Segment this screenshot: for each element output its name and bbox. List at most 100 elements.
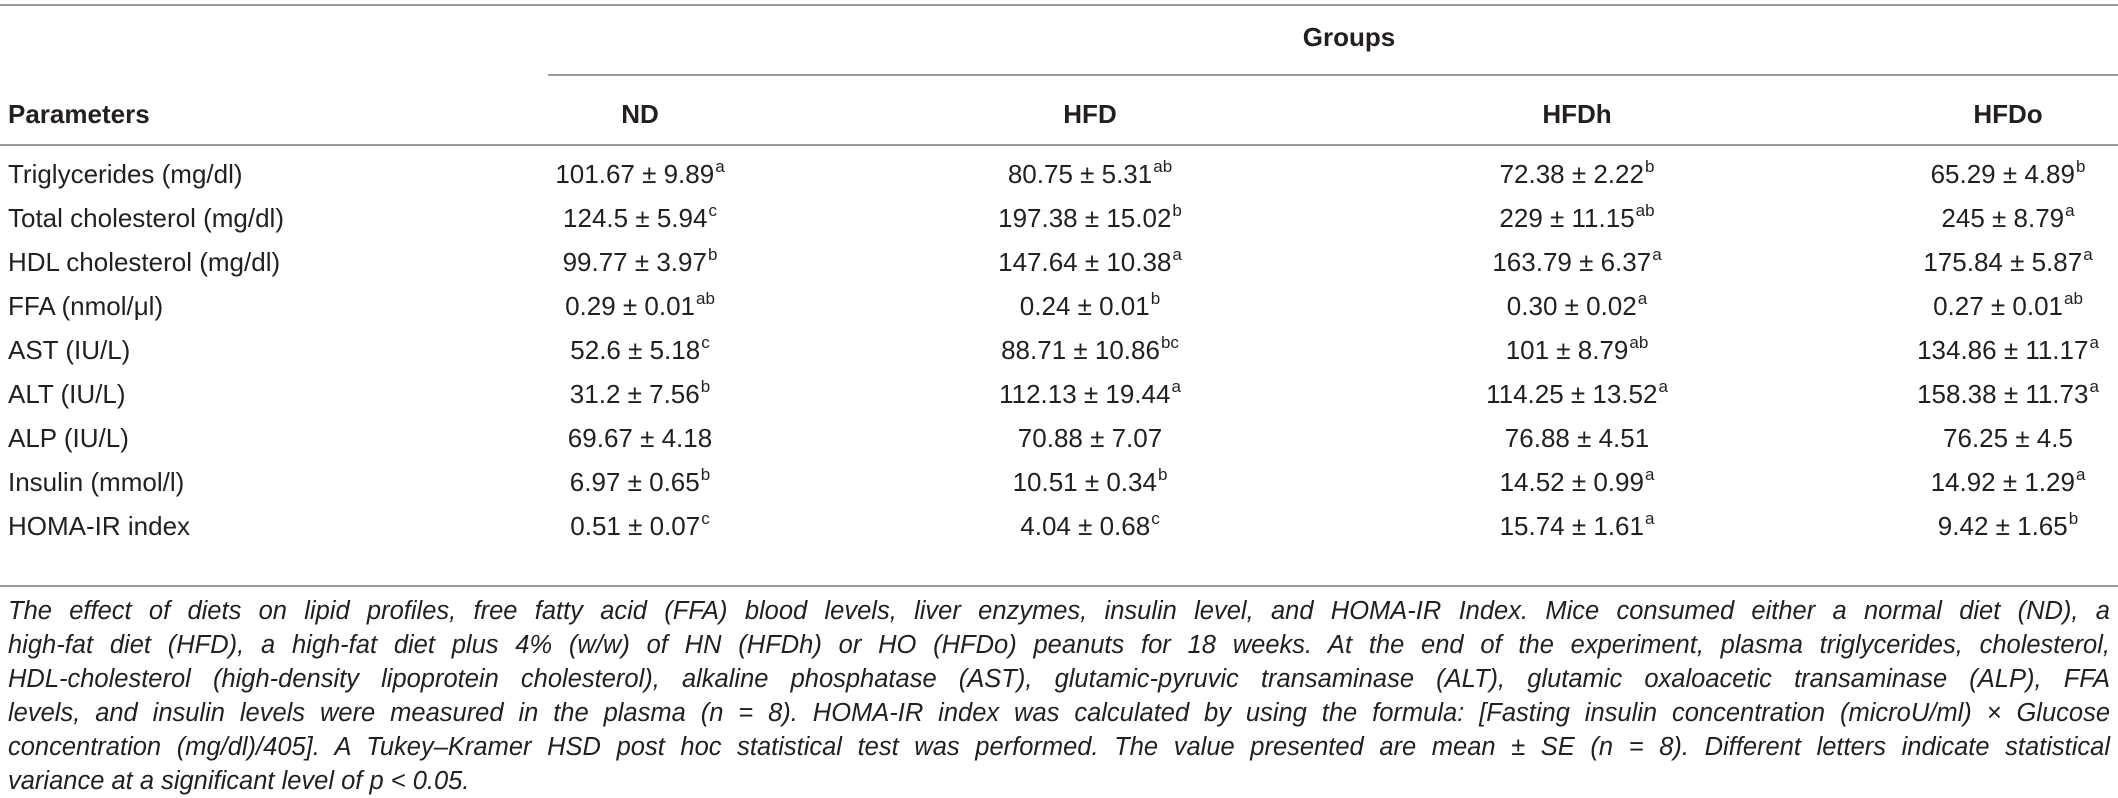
- cell-value: 101.67 ± 9.89: [555, 159, 715, 189]
- cell-value: 76.25 ± 4.5: [1943, 423, 2073, 453]
- col-header-hfdo: HFDo: [1973, 99, 2043, 129]
- row-label: HDL cholesterol (mg/dl): [8, 247, 281, 277]
- significance-letter: a: [1171, 377, 1181, 396]
- col-header-hfdh: HFDh: [1542, 99, 1612, 129]
- group-header: Groups: [1302, 22, 1396, 52]
- cell-value: 229 ± 11.15: [1499, 203, 1635, 233]
- row-label: HOMA-IR index: [8, 511, 191, 541]
- table-cell: 101.67 ± 9.89a: [555, 157, 725, 193]
- cell-value: 70.88 ± 7.07: [1017, 423, 1163, 453]
- table-cell: 70.88 ± 7.07: [1018, 423, 1162, 453]
- significance-letter: ab: [696, 289, 715, 308]
- header-rule: [0, 144, 2118, 146]
- group-rule: [548, 74, 2118, 76]
- cell-value: 14.92 ± 1.29: [1930, 467, 2075, 497]
- cell-value: 134.86 ± 11.17: [1917, 335, 2089, 365]
- table-cell: 52.6 ± 5.18c: [570, 333, 710, 369]
- significance-letter: a: [1172, 245, 1182, 264]
- col-header-hfd: HFD: [1063, 99, 1117, 129]
- top-rule: [0, 4, 2118, 6]
- cell-value: 101 ± 8.79: [1505, 335, 1629, 365]
- table-cell: 229 ± 11.15ab: [1499, 201, 1655, 237]
- cell-value: 88.71 ± 10.86: [1001, 335, 1160, 365]
- significance-letter: b: [707, 245, 718, 264]
- cell-value: 163.79 ± 6.37: [1492, 247, 1652, 277]
- caption-line: The effect of diets on lipid profiles, f…: [8, 597, 2110, 625]
- table-cell: 65.29 ± 4.89b: [1930, 157, 2086, 193]
- caption-line: variance at a significant level of p < 0…: [8, 767, 470, 795]
- table-cell: 99.77 ± 3.97b: [562, 245, 718, 281]
- table-cell: 147.64 ± 10.38a: [998, 245, 1182, 281]
- table-cell: 76.25 ± 4.5: [1943, 423, 2073, 453]
- significance-letter: bc: [1160, 333, 1179, 352]
- table-cell: 72.38 ± 2.22b: [1499, 157, 1655, 193]
- cell-value: 0.27 ± 0.01: [1933, 291, 2064, 321]
- table-cell: 76.88 ± 4.51: [1505, 423, 1649, 453]
- significance-letter: b: [1150, 289, 1161, 308]
- cell-value: 245 ± 8.79: [1941, 203, 2065, 233]
- significance-letter: c: [701, 509, 710, 528]
- significance-letter: ab: [1629, 333, 1649, 352]
- significance-letter: a: [2065, 201, 2075, 220]
- cell-value: 72.38 ± 2.22: [1499, 159, 1644, 189]
- table-cell: 197.38 ± 15.02b: [998, 201, 1182, 237]
- significance-letter: ab: [1635, 201, 1655, 220]
- significance-letter: b: [1644, 157, 1655, 176]
- significance-letter: b: [2075, 157, 2086, 176]
- significance-letter: a: [1652, 245, 1662, 264]
- significance-letter: c: [701, 333, 710, 352]
- table-cell: 124.5 ± 5.94c: [563, 201, 717, 237]
- caption-line: concentration (mg/dl)/405]. A Tukey–Kram…: [8, 733, 2110, 761]
- table-cell: 0.51 ± 0.07c: [570, 509, 710, 545]
- cell-value: 175.84 ± 5.87: [1923, 247, 2083, 277]
- table-cell: 9.42 ± 1.65b: [1937, 509, 2079, 545]
- significance-letter: c: [708, 201, 717, 220]
- significance-letter: a: [1637, 289, 1648, 308]
- row-label: ALT (IU/L): [8, 379, 126, 409]
- table-cell: 163.79 ± 6.37a: [1492, 245, 1662, 281]
- significance-letter: ab: [1153, 157, 1173, 176]
- significance-letter: b: [1157, 465, 1168, 484]
- table-cell: 69.67 ± 4.18: [568, 423, 712, 453]
- significance-letter: a: [2089, 377, 2099, 396]
- table-cell: 101 ± 8.79ab: [1505, 333, 1649, 369]
- cell-value: 0.30 ± 0.02: [1506, 291, 1637, 321]
- table-caption: The effect of diets on lipid profiles, f…: [8, 594, 2110, 798]
- bottom-rule: [0, 585, 2118, 587]
- row-label: AST (IU/L): [8, 335, 131, 365]
- significance-letter: a: [1644, 509, 1655, 528]
- table-cell: 0.27 ± 0.01ab: [1933, 289, 2083, 325]
- cell-value: 10.51 ± 0.34: [1012, 467, 1157, 497]
- table-cell: 0.30 ± 0.02a: [1506, 289, 1648, 325]
- cell-value: 9.42 ± 1.65: [1937, 511, 2068, 541]
- cell-value: 31.2 ± 7.56: [569, 379, 700, 409]
- table-cell: 134.86 ± 11.17a: [1917, 333, 2099, 369]
- caption-line: HDL-cholesterol (high-density lipoprotei…: [8, 665, 2110, 693]
- significance-letter: a: [715, 157, 725, 176]
- significance-letter: a: [1644, 465, 1655, 484]
- row-label: ALP (IU/L): [8, 423, 129, 453]
- cell-value: 15.74 ± 1.61: [1499, 511, 1644, 541]
- caption-line: levels, and insulin levels were measured…: [8, 699, 2110, 727]
- row-label: Total cholesterol (mg/dl): [8, 203, 284, 233]
- cell-value: 6.97 ± 0.65: [569, 467, 700, 497]
- table-cell: 245 ± 8.79a: [1941, 201, 2075, 237]
- table-cell: 31.2 ± 7.56b: [569, 377, 710, 413]
- cell-value: 99.77 ± 3.97: [562, 247, 707, 277]
- cell-value: 158.38 ± 11.73: [1917, 379, 2089, 409]
- cell-value: 65.29 ± 4.89: [1930, 159, 2075, 189]
- cell-value: 80.75 ± 5.31: [1007, 159, 1153, 189]
- table-cell: 175.84 ± 5.87a: [1923, 245, 2093, 281]
- table-cell: 10.51 ± 0.34b: [1012, 465, 1168, 501]
- significance-letter: b: [2068, 509, 2079, 528]
- cell-value: 0.51 ± 0.07: [570, 511, 701, 541]
- table-cell: 80.75 ± 5.31ab: [1007, 157, 1173, 193]
- significance-letter: ab: [2064, 289, 2083, 308]
- significance-letter: a: [2089, 333, 2099, 352]
- table-cell: 158.38 ± 11.73a: [1917, 377, 2099, 413]
- cell-value: 147.64 ± 10.38: [998, 247, 1172, 277]
- cell-value: 4.04 ± 0.68: [1020, 511, 1151, 541]
- cell-value: 14.52 ± 0.99: [1499, 467, 1644, 497]
- significance-letter: a: [2083, 245, 2093, 264]
- table-cell: 112.13 ± 19.44a: [999, 377, 1181, 413]
